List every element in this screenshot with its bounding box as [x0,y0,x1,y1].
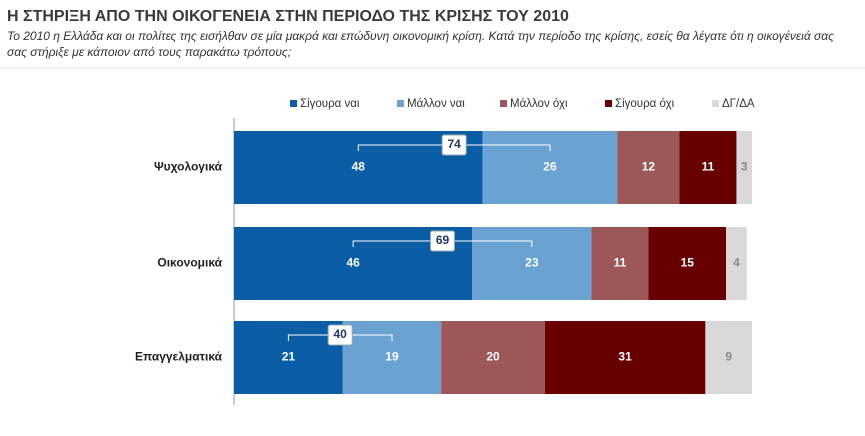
value-label: 31 [618,350,632,364]
value-label: 19 [385,350,399,364]
legend-label: Σίγουρα όχι [615,98,675,110]
value-label: 23 [525,256,539,270]
category-label: Ψυχολογικά [154,160,223,174]
legend-label: ΔΓ/ΔΑ [722,98,755,110]
bar-segment [617,131,680,204]
total-box [327,324,353,346]
legend-label: Μάλλον ναι [407,98,465,110]
value-label: 48 [352,160,366,174]
bar-segment [705,321,752,394]
legend-swatch [500,100,507,107]
total-box [429,230,455,252]
bar-segment [234,321,343,394]
bar-segment [472,227,592,300]
value-label: 4 [733,256,740,270]
legend-swatch [397,100,404,107]
value-label: 26 [543,160,557,174]
bar-segment [736,131,752,204]
bar-segment [441,321,545,394]
category-label: Επαγγελματικά [135,350,223,364]
bar-segment [234,131,483,204]
legend-label: Σίγουρα ναι [300,98,360,110]
value-label: 46 [346,256,360,270]
value-label: 9 [725,350,732,364]
bar-segment [591,227,649,300]
category-label: Οικονομικά [157,256,222,270]
legend-label: Μάλλον όχι [510,98,568,110]
value-label: 11 [702,160,715,174]
subtitle: Το 2010 η Ελλάδα και οι πολίτες της εισή… [7,29,834,43]
total-label: 69 [436,233,450,247]
bar-segment [482,131,618,204]
legend-swatch [712,100,719,107]
value-label: 15 [681,256,695,270]
bar-segment [342,321,442,394]
total-label: 40 [334,327,348,341]
bar-segment [648,227,727,300]
value-label: 12 [642,160,656,174]
value-label: 3 [741,160,748,174]
bar-segment [544,321,706,394]
legend-swatch [605,100,612,107]
subtitle: σας στήριξε με κάποιον από τους παρακάτω… [7,45,291,59]
value-label: 11 [614,256,627,270]
bar-segment [679,131,737,204]
value-label: 20 [486,350,500,364]
value-label: 21 [282,350,296,364]
bar-segment [726,227,747,300]
chart-title: Η ΣΤΗΡΙΞΗ ΑΠΟ ΤΗΝ ΟΙΚΟΓΕΝΕΙΑ ΣΤΗΝ ΠΕΡΙΟΔ… [7,8,569,25]
legend-swatch [290,100,297,107]
total-box [441,134,467,156]
total-label: 74 [447,137,461,151]
